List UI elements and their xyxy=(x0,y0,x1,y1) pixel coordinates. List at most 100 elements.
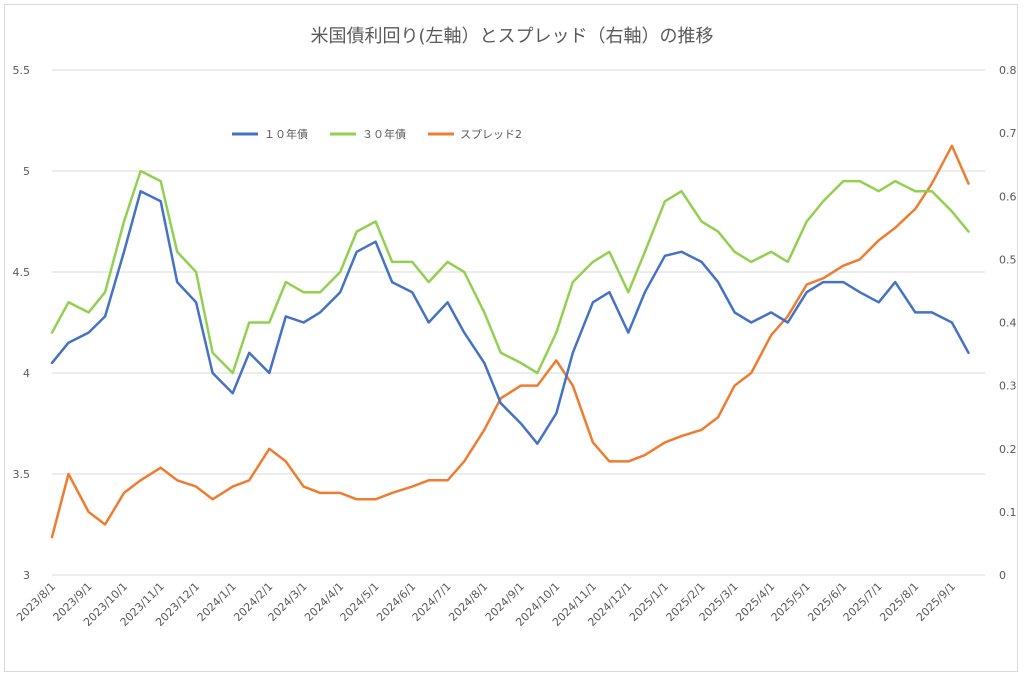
data-point xyxy=(176,281,178,283)
y-right-tick-label: 0.4 xyxy=(999,317,1017,330)
data-point xyxy=(787,261,789,263)
data-point xyxy=(51,332,53,334)
data-point xyxy=(447,479,449,481)
data-point xyxy=(391,492,393,494)
data-point xyxy=(555,359,557,361)
data-point xyxy=(67,473,70,475)
data-point xyxy=(734,385,736,387)
data-point xyxy=(302,486,305,488)
y-right-tick-label: 0.5 xyxy=(999,253,1017,266)
data-point xyxy=(627,291,629,293)
data-point xyxy=(428,321,430,324)
data-point xyxy=(680,251,683,253)
data-point xyxy=(447,261,449,263)
data-point xyxy=(859,291,861,293)
data-point xyxy=(411,486,413,488)
data-point xyxy=(139,190,142,192)
data-point xyxy=(555,332,557,334)
data-point xyxy=(212,498,214,500)
data-point xyxy=(232,486,234,488)
data-point xyxy=(664,255,666,257)
data-point xyxy=(680,190,683,192)
y-left-tick-label: 3 xyxy=(23,569,30,582)
data-point xyxy=(806,291,808,293)
x-tick-label: 2025/5/1 xyxy=(769,580,813,624)
data-point xyxy=(931,183,933,185)
data-point xyxy=(608,291,611,293)
data-point xyxy=(931,190,933,192)
x-tick-label: 2024/5/1 xyxy=(338,580,382,624)
data-point xyxy=(139,479,142,481)
data-point xyxy=(160,467,162,469)
data-point xyxy=(248,321,250,324)
data-point xyxy=(520,362,522,364)
data-point xyxy=(500,397,502,399)
data-point xyxy=(374,220,377,223)
x-tick-label: 2024/1/1 xyxy=(195,580,239,624)
x-tick-label: 2025/7/1 xyxy=(841,580,885,624)
y-left-tick-label: 3.5 xyxy=(13,468,31,481)
data-point xyxy=(160,200,162,202)
data-point xyxy=(51,536,53,538)
chart-title: 米国債利回り(左軸）とスプレッド（右軸）の推移 xyxy=(310,26,713,47)
data-point xyxy=(859,258,861,260)
data-point xyxy=(212,352,214,354)
data-point xyxy=(750,321,752,324)
data-point xyxy=(717,281,719,283)
data-point xyxy=(644,251,646,253)
data-point xyxy=(391,261,393,263)
x-tick-label: 2024/7/1 xyxy=(410,580,454,624)
y-right-tick-label: 0.7 xyxy=(999,127,1017,140)
data-point xyxy=(842,265,844,267)
data-point xyxy=(123,220,125,223)
data-point xyxy=(806,284,808,286)
x-tick-label: 2025/1/1 xyxy=(627,580,671,624)
y-right-tick-label: 0.6 xyxy=(999,190,1017,203)
data-point xyxy=(627,460,629,462)
data-point xyxy=(319,492,321,494)
data-point xyxy=(894,281,896,283)
y-right-tick-label: 0 xyxy=(999,569,1006,582)
data-point xyxy=(555,412,557,414)
data-point xyxy=(822,277,824,279)
data-point xyxy=(878,190,880,192)
data-point xyxy=(356,231,358,233)
data-point xyxy=(374,241,377,243)
data-point xyxy=(268,372,270,374)
data-point xyxy=(770,334,772,336)
data-point xyxy=(717,231,719,233)
data-point xyxy=(664,200,666,202)
data-point xyxy=(391,281,393,283)
data-point xyxy=(232,372,234,374)
data-point xyxy=(374,498,377,500)
data-point xyxy=(951,145,953,147)
data-point xyxy=(104,315,106,318)
data-point xyxy=(734,251,736,253)
data-point xyxy=(483,311,485,313)
data-point xyxy=(644,454,646,456)
data-point xyxy=(500,402,502,404)
data-point xyxy=(914,208,916,210)
data-point xyxy=(88,311,90,313)
x-tick-label: 2025/8/1 xyxy=(877,580,921,624)
data-point xyxy=(700,261,703,263)
data-point xyxy=(572,281,574,283)
data-point xyxy=(951,210,953,212)
data-point xyxy=(176,479,178,481)
data-point xyxy=(339,291,341,293)
data-point xyxy=(88,332,90,334)
data-point xyxy=(967,231,970,233)
chart-frame xyxy=(4,4,1018,672)
data-point xyxy=(302,291,305,293)
data-point xyxy=(592,301,594,303)
data-point xyxy=(123,251,125,253)
x-tick-label: 2025/9/1 xyxy=(914,580,958,624)
data-point xyxy=(967,183,970,185)
data-point xyxy=(914,311,916,313)
data-point xyxy=(356,251,358,253)
data-point xyxy=(608,460,611,462)
x-tick-label: 2024/8/1 xyxy=(446,580,490,624)
data-point xyxy=(700,429,703,431)
series-line xyxy=(50,169,970,375)
data-point xyxy=(859,180,861,182)
